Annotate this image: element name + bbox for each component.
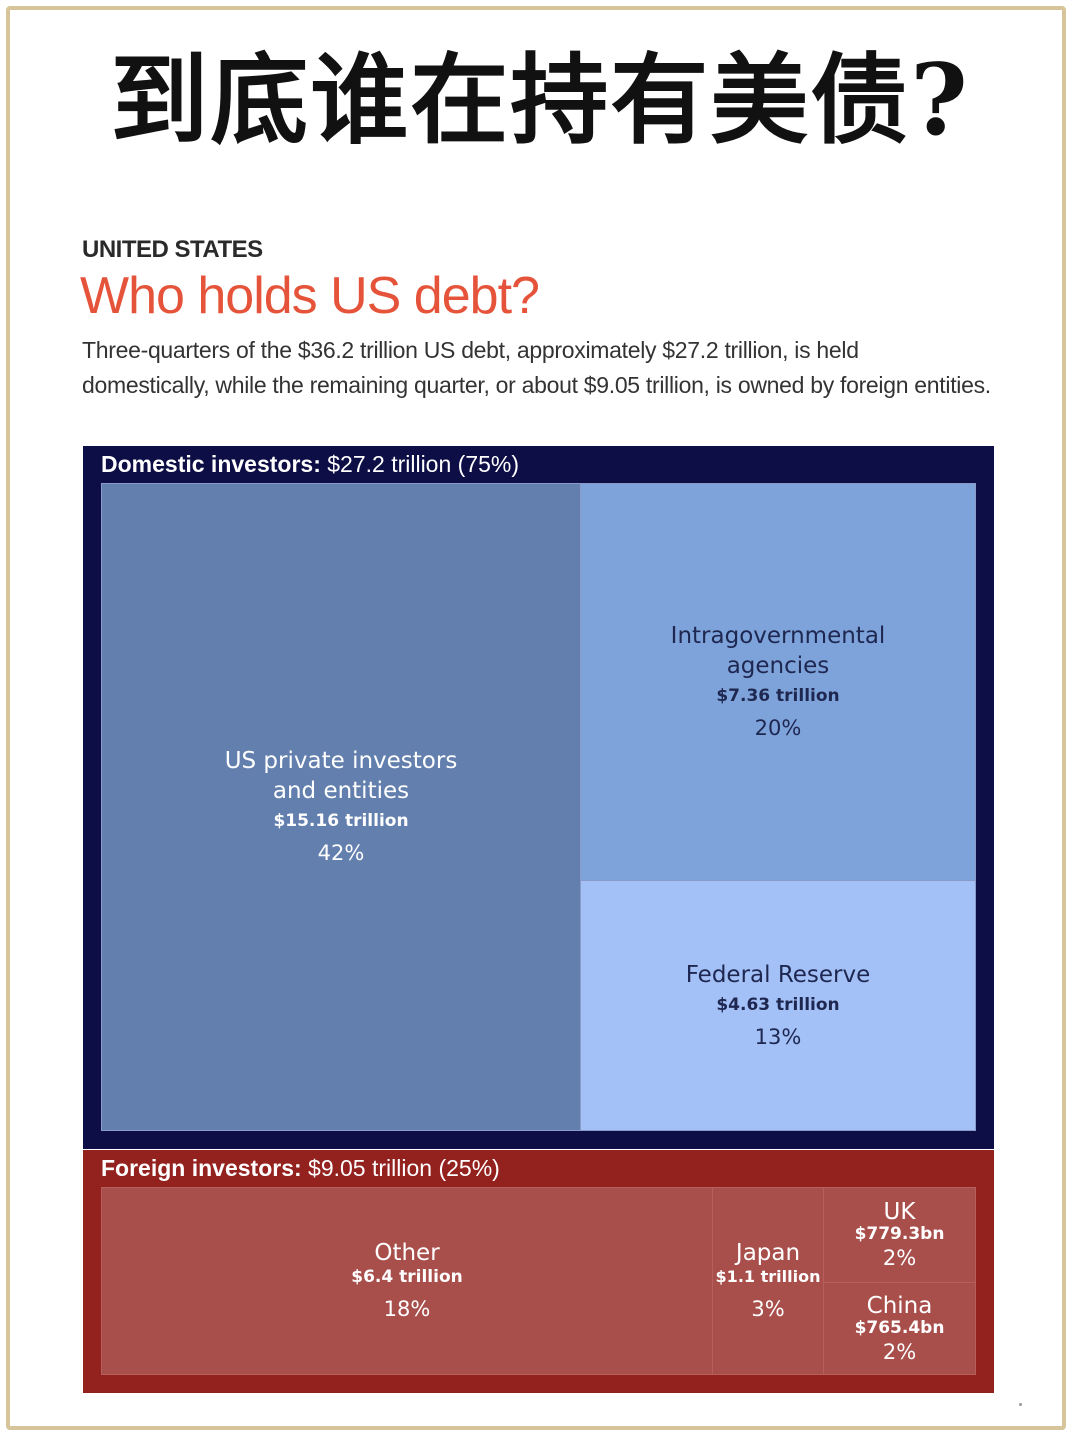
domestic-investors-panel: Domestic investors: $27.2 trillion (75%)… [83,446,994,1149]
tile-value: $765.4bn [854,1317,945,1338]
tile-name: UK [883,1199,916,1225]
page-frame [6,6,1066,1430]
tile-value: $15.16 trillion [273,811,409,831]
tile-value: $1.1 trillion [715,1267,821,1286]
foreign-investors-label: Foreign investors: $9.05 trillion (25%) [101,1155,500,1181]
chart-description: Three-quarters of the $36.2 trillion US … [82,337,991,398]
tile-name: Intragovernmental agencies [670,623,886,679]
tile-percent: 18% [383,1297,431,1321]
tile-percent: 2% [882,1339,917,1364]
tile-percent: 42% [317,841,365,865]
tile-name: Federal Reserve [685,961,871,988]
treemap-tile-us-private-investors: US private investors and entities $15.16… [101,483,581,1131]
kicker: UNITED STATES [82,236,263,263]
treemap-tile-intragovernmental-agencies: Intragovernmental agencies $7.36 trillio… [580,483,976,881]
treemap-tile-other: Other $6.4 trillion 18% [101,1187,713,1375]
tile-value: $4.63 trillion [716,994,840,1015]
tile-name: Japan [735,1240,801,1266]
tile-percent: 2% [882,1246,917,1270]
tile-percent: 20% [754,716,802,740]
tile-percent: 13% [754,1024,802,1049]
tile-name: China [866,1292,933,1319]
domestic-investors-label: Domestic investors: $27.2 trillion (75%) [101,451,520,477]
treemap-tile-uk: UK $779.3bn 2% [823,1187,976,1283]
tile-value: $779.3bn [854,1224,945,1244]
treemap-tile-federal-reserve: Federal Reserve $4.63 trillion 13% [580,880,976,1131]
foreign-investors-panel: Foreign investors: $9.05 trillion (25%) … [83,1150,994,1393]
tile-name: Other [374,1240,440,1266]
tile-value: $7.36 trillion [716,686,840,706]
treemap-tile-japan: Japan $1.1 trillion 3% [712,1187,824,1375]
treemap-tile-china: China $765.4bn 2% [823,1282,976,1375]
tile-percent: 3% [751,1297,785,1321]
headline: 到底谁在持有美债? [110,43,970,158]
tile-value: $6.4 trillion [351,1267,463,1287]
tile-name: US private investors and entities [224,748,458,804]
chart-title: Who holds US debt? [80,267,540,325]
corner-dot [1019,1403,1022,1406]
